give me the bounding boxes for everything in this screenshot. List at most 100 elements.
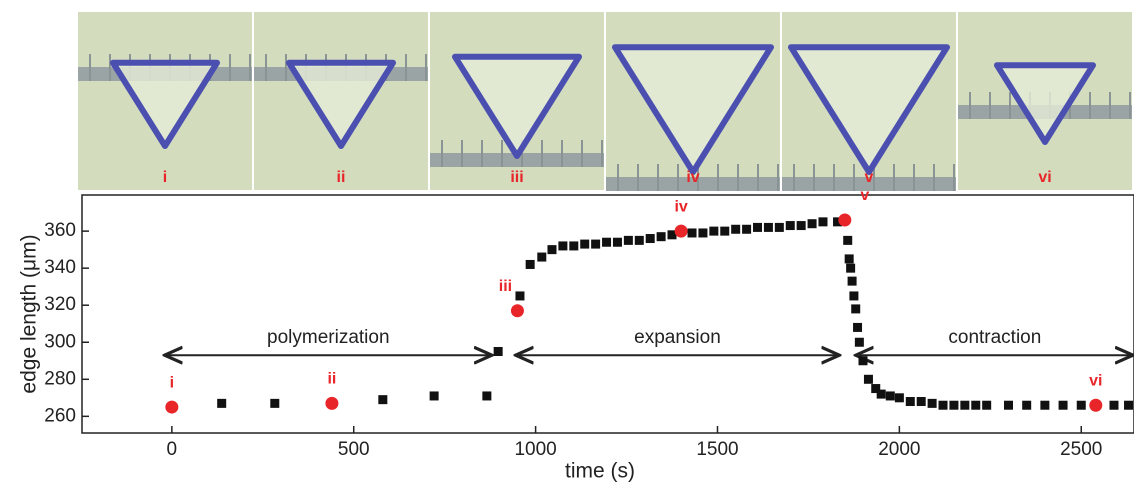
- data-point: [971, 400, 981, 410]
- data-point: [796, 221, 806, 231]
- panel-label: i: [163, 169, 167, 186]
- ruler: [430, 153, 604, 167]
- highlight-point: [674, 224, 688, 238]
- crystal: [452, 53, 582, 159]
- data-point: [667, 230, 677, 240]
- y-tick-label: 360: [44, 220, 76, 241]
- data-point: [612, 237, 622, 247]
- data-point: [645, 234, 655, 244]
- data-point: [833, 217, 843, 227]
- y-axis-title: edge length (μm): [18, 234, 41, 393]
- highlight-label: iv: [674, 198, 687, 215]
- highlight-point: [325, 396, 339, 410]
- data-point: [1040, 400, 1050, 410]
- data-point: [602, 237, 612, 247]
- data-point: [709, 226, 719, 236]
- data-point: [378, 395, 388, 405]
- data-point: [938, 400, 948, 410]
- highlight-point: [838, 213, 852, 227]
- data-point: [493, 347, 503, 357]
- data-point: [853, 322, 863, 332]
- data-point: [807, 219, 817, 229]
- highlight-point: [510, 304, 524, 318]
- data-point: [720, 226, 730, 236]
- panel-label: iii: [510, 169, 523, 186]
- data-point: [753, 222, 763, 232]
- y-tick-label: 320: [44, 294, 76, 315]
- y-tick-label: 260: [44, 405, 76, 426]
- data-point: [580, 239, 590, 249]
- data-point: [871, 384, 881, 394]
- annotation-label: expansion: [634, 327, 721, 348]
- data-point: [569, 241, 579, 251]
- data-point: [547, 245, 557, 255]
- panel-label: ii: [337, 169, 346, 186]
- data-point: [849, 291, 859, 301]
- crystal: [612, 44, 774, 175]
- data-point: [916, 397, 926, 407]
- data-point: [905, 397, 915, 407]
- y-tick-label: 340: [44, 257, 76, 278]
- panel-label: v: [865, 169, 874, 186]
- data-point: [982, 400, 992, 410]
- data-point: [1004, 400, 1014, 410]
- crystal: [788, 44, 950, 175]
- highlight-label: vi: [1089, 372, 1102, 389]
- image-strip: i ii iii iv v vi: [78, 12, 1132, 191]
- data-point: [742, 224, 752, 234]
- data-point: [960, 400, 970, 410]
- data-point: [698, 228, 708, 238]
- ruler: [782, 177, 956, 191]
- data-point: [634, 235, 644, 245]
- data-point: [1076, 400, 1086, 410]
- x-tick-label: 500: [338, 439, 370, 460]
- data-point: [429, 391, 439, 401]
- data-point: [1022, 400, 1032, 410]
- data-point: [876, 389, 886, 399]
- data-point: [687, 228, 697, 238]
- highlight-label: v: [860, 187, 869, 204]
- x-tick-label: 0: [167, 439, 178, 460]
- panel-label: iv: [686, 169, 699, 186]
- panel-label: vi: [1038, 169, 1051, 186]
- x-tick-label: 2500: [1060, 439, 1102, 460]
- data-point: [1124, 400, 1134, 410]
- highlight-label: i: [170, 374, 174, 391]
- data-point: [818, 217, 828, 227]
- data-point: [854, 337, 864, 347]
- data-point: [774, 222, 784, 232]
- data-point: [623, 235, 633, 245]
- data-point: [1109, 400, 1119, 410]
- x-tick-label: 1000: [514, 439, 556, 460]
- y-tick-label: 280: [44, 368, 76, 389]
- data-point: [731, 224, 741, 234]
- data-point: [515, 291, 525, 301]
- data-point: [270, 398, 280, 408]
- annotation-label: contraction: [948, 327, 1041, 348]
- crystal: [110, 59, 220, 149]
- data-point: [851, 304, 861, 314]
- data-point: [785, 221, 795, 231]
- highlight-label: ii: [327, 371, 336, 388]
- data-point: [894, 393, 904, 403]
- data-point: [482, 391, 492, 401]
- annotation-label: polymerization: [267, 327, 390, 348]
- ruler: [606, 177, 780, 191]
- x-tick-label: 2000: [878, 439, 920, 460]
- highlight-point: [1089, 398, 1103, 412]
- data-point: [656, 232, 666, 242]
- x-axis-title: time (s): [565, 460, 635, 483]
- data-point: [591, 239, 601, 249]
- data-point: [843, 235, 853, 245]
- data-point: [1058, 400, 1068, 410]
- highlight-label: iii: [499, 278, 512, 295]
- data-point: [858, 356, 868, 366]
- plot-frame: [81, 194, 1134, 434]
- data-point: [763, 222, 773, 232]
- data-point: [885, 391, 895, 401]
- crystal: [994, 62, 1096, 145]
- data-point: [537, 252, 547, 262]
- data-point: [217, 398, 227, 408]
- y-tick-label: 300: [44, 331, 76, 352]
